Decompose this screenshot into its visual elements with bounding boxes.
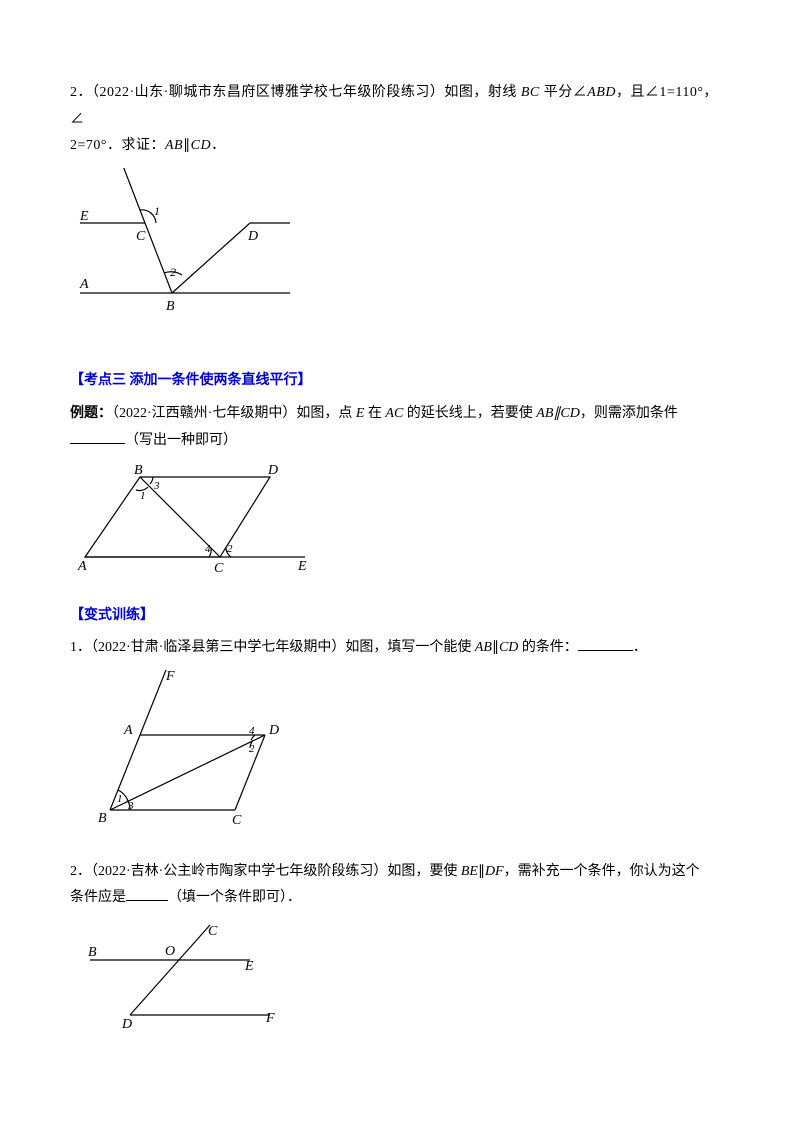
svg-text:E: E (79, 209, 89, 224)
ex-AC: AC (385, 406, 403, 421)
svg-text:D: D (247, 229, 258, 244)
svg-text:2: 2 (170, 265, 176, 279)
variant-2: 2．（2022·吉林·公主岭市陶家中学七年级阶段练习）如图，要使 BE∥DF，需… (70, 859, 724, 912)
v2-df: DF (485, 864, 504, 879)
figure-v1: F A D B C 1 3 4 2 (70, 670, 724, 841)
v2-d: 条件应是 (70, 890, 126, 905)
figure-p2a: E C D A B 1 2 (70, 168, 724, 329)
v2-e: （填一个条件即可）． (168, 890, 301, 905)
ex-a: （2022·江西赣州·七年级期中）如图，点 (112, 406, 356, 421)
v1-a: 1．（2022·甘肃·临泽县第三中学七年级期中）如图，填写一个能使 (70, 640, 475, 655)
p2a-line1-a: 2．（2022·山东·聊城市东昌府区博雅学校七年级阶段练习）如图，射线 (70, 85, 521, 100)
figure-section3: B D A C E 1 3 2 4 (70, 462, 724, 583)
v1-b: ∥ (492, 640, 499, 655)
v1-d: ． (633, 640, 647, 655)
v1-c: 的条件： (518, 640, 578, 655)
p2a-abd: ABD (587, 85, 616, 100)
svg-text:E: E (297, 559, 307, 572)
p2a-bc: BC (521, 85, 540, 100)
p2a-cd: CD (191, 138, 211, 153)
svg-text:1: 1 (117, 793, 123, 805)
p2a-ab: AB (165, 138, 183, 153)
svg-text:F: F (165, 670, 175, 684)
svg-text:C: C (232, 813, 242, 828)
ex-e: （写出一种即可） (125, 433, 237, 448)
svg-text:A: A (77, 559, 87, 572)
v1-ab: AB (475, 640, 492, 655)
v2-b: ∥ (478, 864, 485, 879)
p2a-line2-c: ． (211, 138, 226, 153)
svg-text:B: B (166, 299, 175, 314)
ex-b: 在 (364, 406, 385, 421)
ex-ABCD: AB∥CD (536, 406, 580, 421)
blank-2 (578, 637, 633, 651)
variant-1: 1．（2022·甘肃·临泽县第三中学七年级期中）如图，填写一个能使 AB∥CD … (70, 635, 724, 662)
svg-text:C: C (136, 229, 146, 244)
v2-c: ，需补充一个条件，你认为这个 (504, 864, 700, 879)
svg-text:O: O (165, 944, 175, 959)
p2a-line1-b: 平分∠ (540, 85, 588, 100)
svg-text:D: D (121, 1017, 132, 1030)
svg-text:E: E (244, 959, 254, 974)
blank-3 (126, 887, 168, 901)
svg-text:D: D (267, 463, 278, 478)
blank-1 (70, 430, 125, 444)
svg-text:C: C (208, 924, 218, 939)
svg-text:A: A (79, 277, 89, 292)
p2a-line2: 2=70°．求证：AB∥CD． (70, 133, 724, 160)
svg-text:1: 1 (154, 204, 160, 218)
svg-text:3: 3 (127, 800, 134, 812)
svg-text:A: A (123, 723, 133, 738)
svg-text:D: D (268, 723, 279, 738)
v2-be: BE (461, 864, 478, 879)
section3-title: 【考点三 添加一条件使两条直线平行】 (70, 368, 724, 395)
variant-title: 【变式训练】 (70, 603, 724, 630)
v2-a: 2．（2022·吉林·公主岭市陶家中学七年级阶段练习）如图，要使 (70, 864, 461, 879)
svg-text:4: 4 (205, 543, 211, 555)
p2a-line2-a: 2=70°．求证： (70, 138, 165, 153)
svg-text:1: 1 (140, 490, 146, 502)
example-label: 例题： (70, 406, 112, 421)
ex-c: 的延长线上，若要使 (403, 406, 536, 421)
p2a-line1: 2．（2022·山东·聊城市东昌府区博雅学校七年级阶段练习）如图，射线 BC 平… (70, 80, 724, 133)
svg-text:F: F (265, 1011, 275, 1026)
v1-cd: CD (499, 640, 518, 655)
p2a-line2-b: ∥ (183, 138, 191, 153)
section3-example: 例题：（2022·江西赣州·七年级期中）如图，点 E 在 AC 的延长线上，若要… (70, 401, 724, 454)
svg-text:C: C (214, 561, 224, 572)
figure-v2: B C O E D F (70, 920, 724, 1041)
svg-text:4: 4 (249, 725, 255, 737)
problem-2a: 2．（2022·山东·聊城市东昌府区博雅学校七年级阶段练习）如图，射线 BC 平… (70, 80, 724, 160)
svg-text:2: 2 (249, 743, 255, 755)
svg-text:B: B (88, 945, 97, 960)
svg-text:B: B (98, 811, 107, 826)
svg-text:2: 2 (227, 543, 233, 555)
ex-d: ，则需添加条件 (580, 406, 678, 421)
svg-text:3: 3 (153, 480, 160, 492)
svg-text:B: B (134, 463, 143, 478)
